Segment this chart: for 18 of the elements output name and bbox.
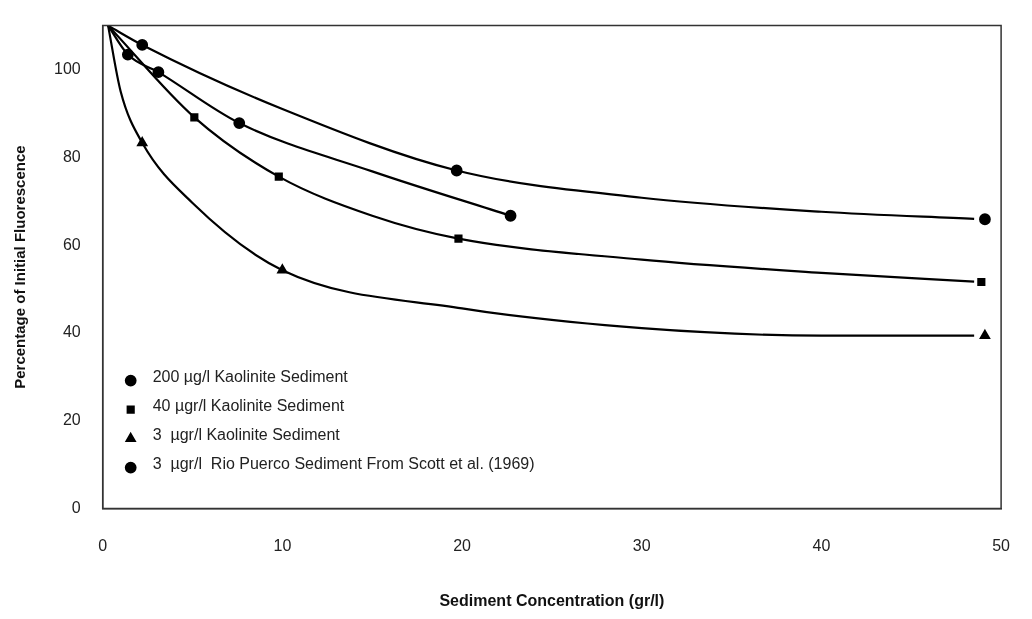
- legend-label: 3 µgr/l Kaolinite Sediment: [152, 426, 341, 444]
- y-tick-label: 40: [62, 323, 81, 341]
- x-axis-title: Sediment Concentration (gr/l): [439, 591, 665, 609]
- x-tick-label: 10: [273, 536, 292, 554]
- x-tick-label: 50: [992, 536, 1011, 554]
- x-tick-label: 30: [632, 536, 651, 554]
- x-tick-label: 0: [98, 536, 108, 554]
- legend-label: 3 µgr/l Rio Puerco Sediment From Scott et al. (1969): [152, 455, 535, 473]
- y-axis-title: Percentage of Initial Fluorescence: [11, 145, 29, 389]
- y-tick-label: 20: [62, 411, 81, 429]
- y-tick-label: 60: [62, 235, 81, 253]
- y-tick-label: 80: [62, 147, 81, 165]
- legend-label: 200 µg/l Kaolinite Sediment: [152, 368, 349, 386]
- x-tick-label: 40: [812, 536, 831, 554]
- y-tick-label: 100: [53, 59, 81, 77]
- legend-label: 40 µgr/l Kaolinite Sediment: [152, 397, 345, 415]
- x-tick-label: 20: [453, 536, 472, 554]
- y-tick-label: 0: [71, 499, 81, 517]
